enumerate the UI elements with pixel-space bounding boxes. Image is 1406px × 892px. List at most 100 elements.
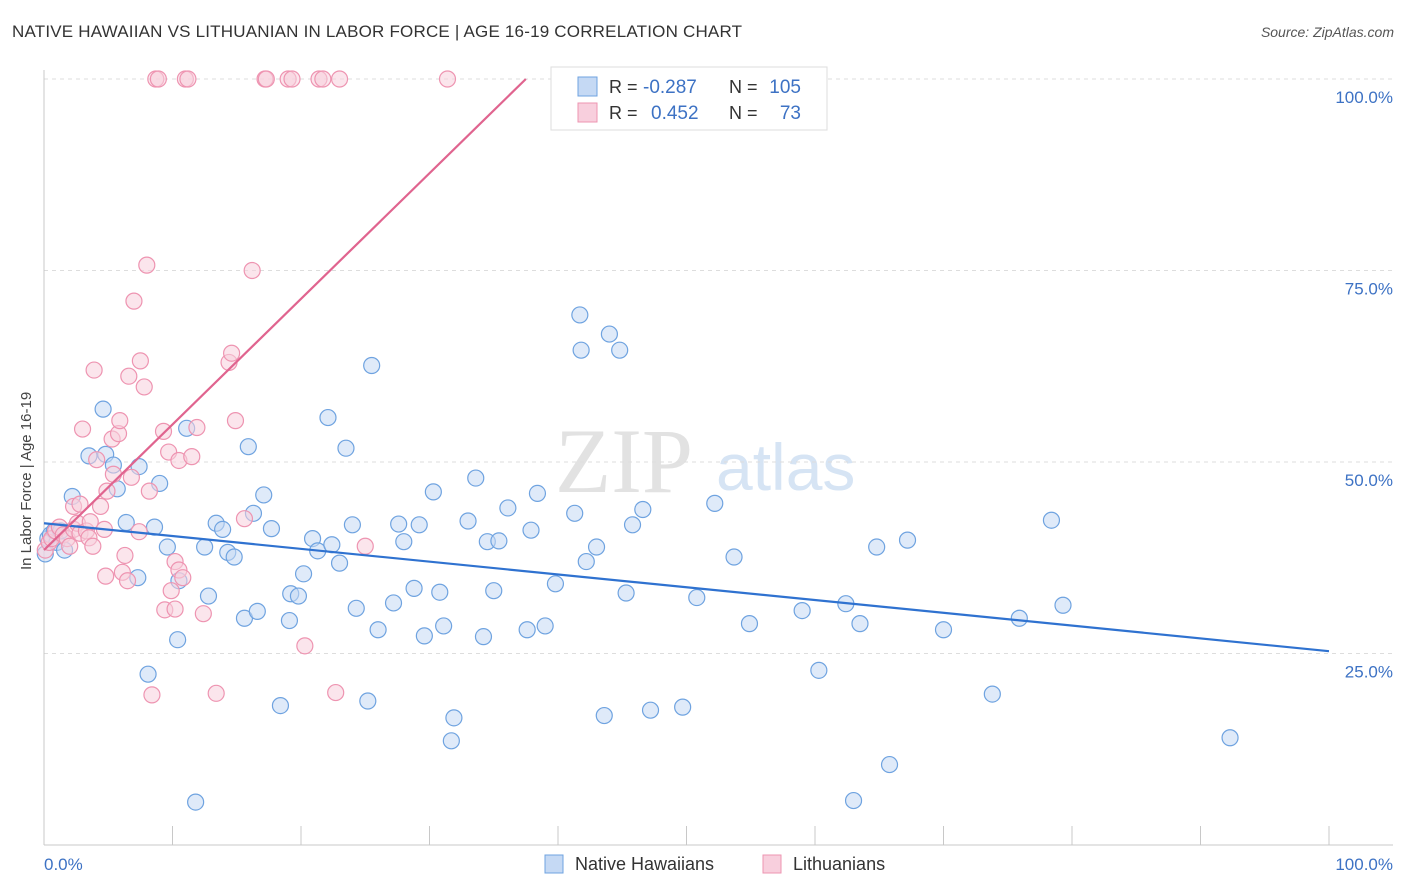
lithuanian-point-18 [85, 361, 103, 379]
native-hawaiian-point-86 [641, 701, 660, 719]
native-hawaiian-point-54 [395, 533, 413, 551]
native-hawaiian-point-62 [445, 709, 463, 727]
native-hawaiian-point-82 [611, 341, 629, 359]
lithuanian-point-56 [207, 684, 225, 702]
lithuanian-point-27 [111, 412, 129, 430]
legend-swatch-lithuanians [577, 102, 598, 123]
native-hawaiian-point-46 [337, 439, 355, 457]
native-hawaiian-point-57 [415, 627, 433, 645]
native-hawaiian-point-51 [369, 621, 387, 639]
legend-r-value-native-hawaiians: -0.287 [643, 77, 697, 98]
native-hawaiian-point-97 [868, 538, 886, 556]
lithuanian-point-35 [131, 352, 149, 370]
native-hawaiian-point-10 [94, 400, 112, 418]
y-tick-label-50: 50.0% [1345, 471, 1393, 490]
native-hawaiian-point-43 [319, 408, 337, 427]
source-label: Source: ZipAtlas.com [1260, 24, 1394, 40]
lithuanian-point-22 [97, 567, 115, 585]
native-hawaiian-point-96 [851, 615, 869, 633]
native-hawaiian-point-101 [983, 685, 1001, 703]
native-hawaiian-point-99 [898, 531, 917, 549]
native-hawaiian-point-56 [410, 516, 428, 534]
native-hawaiian-point-64 [467, 469, 485, 487]
lithuanian-point-65 [283, 70, 301, 88]
native-hawaiian-point-74 [546, 575, 565, 593]
native-hawaiian-point-63 [459, 512, 477, 530]
native-hawaiian-point-92 [793, 602, 811, 620]
native-hawaiian-point-52 [384, 594, 403, 612]
native-hawaiian-point-33 [248, 602, 266, 620]
legend-swatch-native-hawaiians [577, 76, 598, 97]
bottom-legend-swatch-native-hawaiians [544, 854, 564, 874]
lithuanian-point-25 [104, 465, 122, 483]
lithuanian-point-54 [188, 418, 206, 437]
native-hawaiian-point-73 [536, 617, 554, 635]
native-hawaiian-point-36 [271, 696, 290, 715]
lithuanian-point-72 [438, 70, 457, 88]
native-hawaiian-point-70 [518, 621, 536, 639]
x-tick-label-min: 0.0% [44, 855, 83, 874]
watermark-atlas: atlas [716, 430, 855, 504]
lithuanian-point-31 [120, 367, 138, 385]
bottom-legend-swatch-lithuanians [762, 854, 782, 874]
lithuanian-point-38 [138, 256, 156, 274]
native-hawaiian-point-87 [674, 698, 692, 716]
watermark-zip: ZIP [555, 410, 693, 512]
native-hawaiian-point-31 [239, 438, 257, 456]
native-hawaiian-point-102 [1010, 609, 1028, 627]
lithuanian-point-23 [98, 482, 116, 500]
lithuanian-point-30 [118, 572, 137, 590]
lithuanian-point-55 [194, 605, 212, 623]
y-tick-label-75: 75.0% [1345, 280, 1393, 299]
lithuanian-point-41 [149, 70, 167, 88]
y-tick-label-100: 100.0% [1335, 88, 1393, 107]
bottom-legend-label-native-hawaiians: Native Hawaiians [575, 854, 714, 874]
lithuanian-point-59 [226, 412, 245, 430]
lithuanian-point-70 [330, 70, 349, 88]
native-hawaiian-point-65 [474, 628, 493, 646]
lithuanian-point-14 [71, 495, 89, 513]
native-hawaiian-point-85 [634, 500, 652, 519]
native-hawaiian-point-16 [139, 665, 157, 683]
native-hawaiian-point-47 [343, 516, 361, 534]
native-hawaiian-point-53 [390, 515, 408, 533]
native-hawaiian-point-39 [289, 587, 308, 605]
lithuanian-point-17 [84, 537, 102, 555]
native-hawaiian-point-59 [431, 583, 449, 601]
legend-r-label-lithuanians: R = [609, 103, 638, 123]
lithuanian-point-69 [327, 683, 345, 702]
native-hawaiian-trend-line [43, 522, 1330, 653]
lithuanian-point-50 [174, 569, 192, 587]
lithuanian-point-20 [91, 497, 110, 516]
native-hawaiian-point-95 [844, 791, 863, 810]
native-hawaiian-point-103 [1042, 511, 1061, 529]
lithuanian-point-60 [235, 510, 254, 528]
lithuanian-trend-line [43, 78, 527, 551]
native-hawaiian-point-58 [424, 483, 442, 501]
native-hawaiian-point-34 [255, 486, 273, 504]
native-hawaiian-point-83 [617, 584, 635, 602]
native-hawaiian-point-20 [169, 631, 187, 649]
native-hawaiian-point-48 [347, 599, 365, 617]
lithuanian-point-58 [223, 344, 241, 362]
lithuanian-point-42 [154, 422, 173, 440]
legend-r-value-lithuanians: 0.452 [651, 103, 699, 124]
lithuanian-point-45 [162, 582, 180, 600]
native-hawaiian-point-88 [688, 588, 706, 607]
lithuanian-point-37 [140, 482, 158, 500]
legend-n-label-lithuanians: N = [729, 103, 758, 123]
legend-n-value-lithuanians: 73 [780, 103, 801, 124]
native-hawaiian-point-69 [499, 499, 517, 517]
bottom-legend: Native Hawaiians Lithuanians [544, 854, 885, 874]
y-tick-label-25: 25.0% [1345, 663, 1393, 682]
native-hawaiian-point-80 [595, 706, 613, 725]
lithuanian-point-68 [314, 70, 332, 88]
native-hawaiian-point-23 [187, 793, 205, 811]
x-tick-label-max: 100.0% [1335, 855, 1393, 874]
bottom-legend-label-lithuanians: Lithuanians [793, 854, 885, 874]
native-hawaiian-point-60 [435, 617, 453, 635]
lithuanian-point-47 [166, 600, 184, 618]
native-hawaiian-point-19 [158, 538, 176, 556]
native-hawaiian-point-35 [262, 520, 281, 538]
